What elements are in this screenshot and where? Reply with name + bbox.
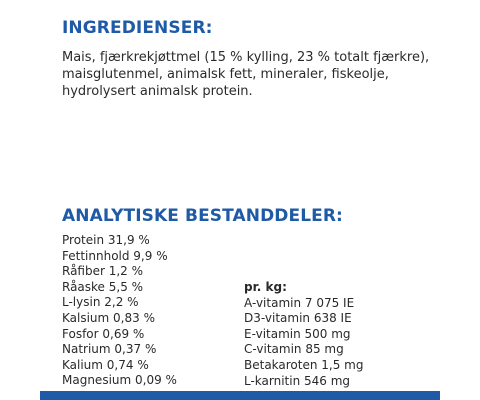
- ingredients-heading: INGREDIENSER:: [62, 18, 213, 38]
- vitamin-list: A-vitamin 7 075 IE D3-vitamin 638 IE E-v…: [244, 296, 364, 390]
- nutrient-phosphorus: Fosfor 0,69 %: [62, 326, 145, 341]
- nutrient-fiber: Råfiber 1,2 %: [62, 264, 144, 279]
- beta-carotene: Betakaroten 1,5 mg: [244, 357, 364, 372]
- nutrient-ash: Råaske 5,5 %: [62, 279, 144, 294]
- vitamin-d3: D3-vitamin 638 IE: [244, 311, 352, 326]
- vitamin-c: C-vitamin 85 mg: [244, 342, 344, 357]
- vitamin-a: A-vitamin 7 075 IE: [244, 295, 355, 310]
- l-carnitine: L-karnitin 546 mg: [244, 373, 351, 388]
- nutrient-magnesium: Magnesium 0,09 %: [62, 373, 177, 388]
- analytical-heading: ANALYTISKE BESTANDDELER:: [62, 206, 343, 226]
- vitamin-e: E-vitamin 500 mg: [244, 326, 351, 341]
- bottom-accent-bar: [40, 391, 440, 400]
- nutrient-sodium: Natrium 0,37 %: [62, 342, 157, 357]
- nutrient-calcium: Kalsium 0,83 %: [62, 310, 155, 325]
- per-kg-block: pr. kg: A-vitamin 7 075 IE D3-vitamin 63…: [244, 280, 364, 389]
- nutrient-fat: Fettinnhold 9,9 %: [62, 248, 168, 263]
- per-kg-label: pr. kg:: [244, 280, 287, 294]
- nutrient-list: Protein 31,9 % Fettinnhold 9,9 % Råfiber…: [62, 233, 177, 389]
- nutrient-protein: Protein 31,9 %: [62, 233, 150, 247]
- ingredients-text: Mais, fjærkrekjøttmel (15 % kylling, 23 …: [62, 50, 430, 99]
- nutrient-lysine: L-lysin 2,2 %: [62, 295, 139, 310]
- nutrient-potassium: Kalium 0,74 %: [62, 357, 149, 372]
